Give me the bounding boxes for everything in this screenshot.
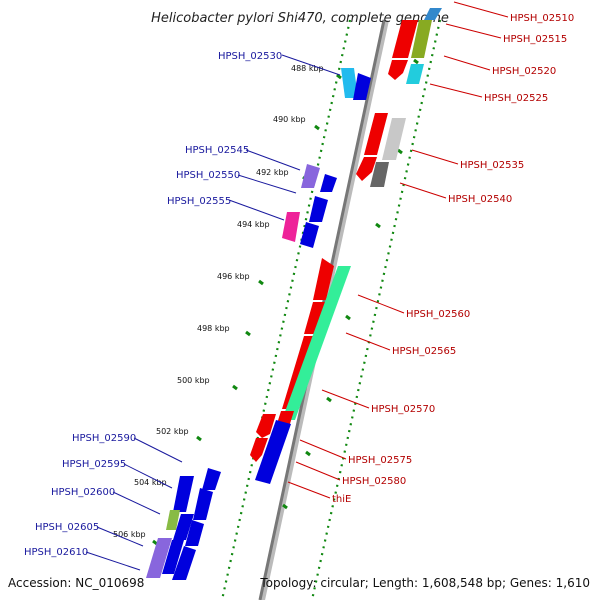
gene-arrow[interactable]: [250, 438, 268, 462]
gene-label[interactable]: HPSH_02510: [510, 13, 574, 24]
gene-arrow[interactable]: [424, 8, 442, 20]
gene-arrow[interactable]: [356, 157, 377, 181]
gene-label[interactable]: HPSH_02540: [448, 194, 512, 205]
gene-arrow[interactable]: [166, 510, 180, 530]
gene-arrow[interactable]: [300, 222, 319, 248]
gene-label[interactable]: HPSH_02530: [218, 51, 282, 62]
gene-arrow[interactable]: [282, 212, 300, 242]
tick-label: 492 kbp: [256, 168, 289, 177]
gene-arrow[interactable]: [255, 420, 291, 484]
tick-label: 488 kbp: [291, 64, 324, 73]
reverse-genes: [146, 68, 371, 580]
topology-text: Topology: circular; Length: 1,608,548 bp…: [259, 576, 590, 590]
gene-arrow[interactable]: [256, 414, 276, 438]
gene-label[interactable]: thiE: [332, 494, 351, 505]
gene-label[interactable]: HPSH_02605: [35, 522, 99, 533]
gene-arrow[interactable]: [406, 64, 424, 84]
gene-arrow[interactable]: [313, 258, 334, 300]
left-label-text: HPSH_02530 HPSH_02545 HPSH_02550 HPSH_02…: [24, 51, 282, 558]
gene-label[interactable]: HPSH_02525: [484, 93, 548, 104]
tick-label: 500 kbp: [177, 376, 210, 385]
gene-label[interactable]: HPSH_02580: [342, 476, 406, 487]
gene-arrow[interactable]: [392, 20, 418, 58]
gene-arrow[interactable]: [411, 20, 432, 58]
gene-label[interactable]: HPSH_02575: [348, 455, 412, 466]
genome-title: Helicobacter pylori Shi470, complete gen…: [151, 11, 449, 26]
inner-tick-ring: [310, 19, 442, 601]
tick-label: 494 kbp: [237, 220, 270, 229]
outer-tick-ring: [220, 19, 352, 601]
gene-arrow[interactable]: [202, 468, 221, 490]
gene-arrow[interactable]: [146, 538, 172, 578]
gene-label[interactable]: HPSH_02610: [24, 547, 88, 558]
right-labels: [287, 1, 509, 499]
gene-arrow[interactable]: [353, 73, 371, 100]
gene-arrow[interactable]: [341, 68, 358, 98]
gene-label[interactable]: HPSH_02550: [176, 170, 240, 181]
gene-label[interactable]: HPSH_02545: [185, 145, 249, 156]
tick-label: 496 kbp: [217, 272, 250, 281]
gene-arrow[interactable]: [172, 546, 196, 580]
gene-arrow[interactable]: [185, 520, 204, 546]
gene-label[interactable]: HPSH_02520: [492, 66, 556, 77]
gene-label[interactable]: HPSH_02555: [167, 196, 231, 207]
gene-arrow[interactable]: [364, 113, 388, 155]
gene-arrow[interactable]: [173, 514, 194, 540]
tick-label: 506 kbp: [113, 530, 146, 539]
left-labels: [85, 54, 341, 571]
gene-label[interactable]: HPSH_02535: [460, 160, 524, 171]
accession-text: Accession: NC_010698: [8, 576, 144, 590]
tick-label: 490 kbp: [273, 115, 306, 124]
gene-label[interactable]: HPSH_02595: [62, 459, 126, 470]
gene-arrow[interactable]: [173, 476, 194, 512]
gene-label[interactable]: HPSH_02590: [72, 433, 136, 444]
tick-label: 502 kbp: [156, 427, 189, 436]
gene-label[interactable]: HPSH_02565: [392, 346, 456, 357]
gene-arrow[interactable]: [320, 174, 337, 192]
forward-genes: [250, 8, 442, 462]
gene-arrow[interactable]: [309, 196, 328, 222]
gene-arrow[interactable]: [282, 266, 351, 420]
tick-label: 504 kbp: [134, 478, 167, 487]
gene-arrow[interactable]: [304, 302, 326, 334]
gene-arrow[interactable]: [162, 540, 184, 574]
gene-arrow[interactable]: [370, 162, 389, 187]
gene-label[interactable]: HPSH_02600: [51, 487, 115, 498]
gene-arrow[interactable]: [382, 118, 406, 160]
gene-arrow[interactable]: [193, 488, 213, 520]
gene-arrow[interactable]: [301, 164, 320, 188]
tick-label: 498 kbp: [197, 324, 230, 333]
gene-label[interactable]: HPSH_02570: [371, 404, 435, 415]
tick-labels: 488 kbp 490 kbp 492 kbp 494 kbp 496 kbp …: [113, 64, 324, 539]
gene-arrow[interactable]: [388, 60, 408, 80]
gene-label[interactable]: HPSH_02560: [406, 309, 470, 320]
gene-label[interactable]: HPSH_02515: [503, 34, 567, 45]
right-label-text: HPSH_02510 HPSH_02515 HPSH_02520 HPSH_02…: [332, 13, 574, 505]
